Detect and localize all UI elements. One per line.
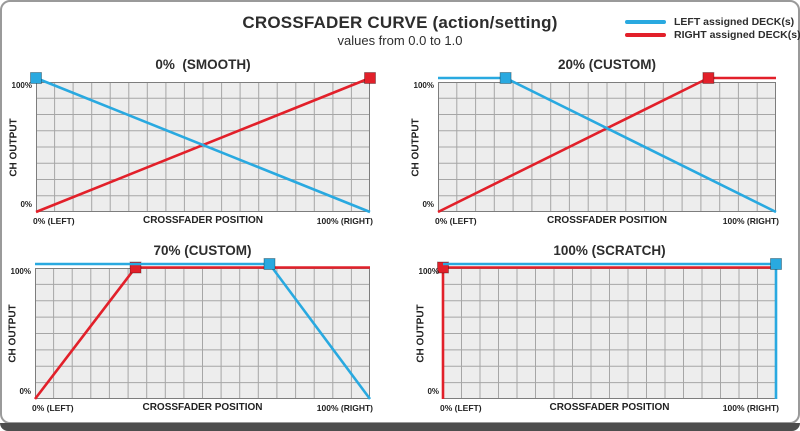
page-title: CROSSFADER CURVE (action/setting) <box>242 13 558 32</box>
x-axis-title: CROSSFADER POSITION <box>142 215 264 226</box>
y-axis-title: CH OUTPUT <box>410 82 422 212</box>
chart-plot-svg <box>437 258 782 399</box>
y-axis-min-tick: 0% <box>422 200 434 209</box>
x-axis-left-tick: 0% (LEFT) <box>440 403 482 413</box>
y-axis-min-tick: 0% <box>20 200 32 209</box>
y-axis-max-tick: 100% <box>418 267 439 276</box>
chart-0-percent-smooth: 0% (SMOOTH) 100% 0% CH OUTPUT 0% (LEFT) … <box>9 57 376 226</box>
x-axis-right-tick: 100% (RIGHT) <box>722 403 779 413</box>
y-axis-title-text: CH OUTPUT <box>415 304 427 363</box>
x-axis-left-tick: 0% (LEFT) <box>435 216 477 226</box>
x-axis-title: CROSSFADER POSITION <box>546 215 668 226</box>
y-axis-min-tick: 0% <box>19 387 31 396</box>
page-subtitle: values from 0.0 to 1.0 <box>337 33 463 48</box>
legend-item-left-decks: LEFT assigned DECK(s) <box>625 16 800 28</box>
y-axis-title: CH OUTPUT <box>7 268 19 399</box>
legend-label-left-decks: LEFT assigned DECK(s) <box>674 16 795 28</box>
chart-plot-svg <box>30 72 376 214</box>
chart-plot-svg <box>33 258 372 400</box>
chart-20-percent-custom: 20% (CUSTOM) 100% 0% CH OUTPUT 0% (LEFT)… <box>411 57 780 226</box>
legend-item-right-decks: RIGHT assigned DECK(s) <box>625 29 800 41</box>
x-axis-left-tick: 0% (LEFT) <box>33 216 75 226</box>
y-axis-title: CH OUTPUT <box>415 268 427 399</box>
y-axis-title-text: CH OUTPUT <box>410 117 422 177</box>
x-axis-right-tick: 100% (RIGHT) <box>316 216 373 226</box>
y-axis-min-tick: 0% <box>427 387 439 396</box>
x-axis-right-tick: 100% (RIGHT) <box>316 403 373 413</box>
chart-70-percent-custom: 70% (CUSTOM) 100% 0% CH OUTPUT 0% (LEFT)… <box>8 243 374 413</box>
x-axis-title: CROSSFADER POSITION <box>549 402 670 413</box>
x-axis-right-tick: 100% (RIGHT) <box>722 216 779 226</box>
chart-title: 0% (SMOOTH) <box>155 57 251 72</box>
chart-100-percent-scratch: 100% (SCRATCH) 100% 0% CH OUTPUT 0% (LEF… <box>416 243 782 413</box>
y-axis-title-text: CH OUTPUT <box>7 304 19 363</box>
bottom-border-band <box>0 423 800 431</box>
chart-title: 70% (CUSTOM) <box>153 243 252 258</box>
legend-swatch-red-line <box>625 33 666 37</box>
chart-title: 20% (CUSTOM) <box>557 57 657 72</box>
y-axis-title: CH OUTPUT <box>8 82 20 212</box>
legend-swatch-blue-line <box>625 20 666 24</box>
x-axis-title: CROSSFADER POSITION <box>142 402 263 413</box>
chart-title: 100% (SCRATCH) <box>553 243 666 258</box>
chart-plot-svg <box>437 72 777 214</box>
y-axis-max-tick: 100% <box>11 81 32 90</box>
x-axis-left-tick: 0% (LEFT) <box>32 403 74 413</box>
y-axis-max-tick: 100% <box>10 267 31 276</box>
legend-label-right-decks: RIGHT assigned DECK(s) <box>674 29 800 41</box>
y-axis-max-tick: 100% <box>413 81 434 90</box>
legend: LEFT assigned DECK(s) RIGHT assigned DEC… <box>625 16 800 42</box>
y-axis-title-text: CH OUTPUT <box>8 117 20 177</box>
